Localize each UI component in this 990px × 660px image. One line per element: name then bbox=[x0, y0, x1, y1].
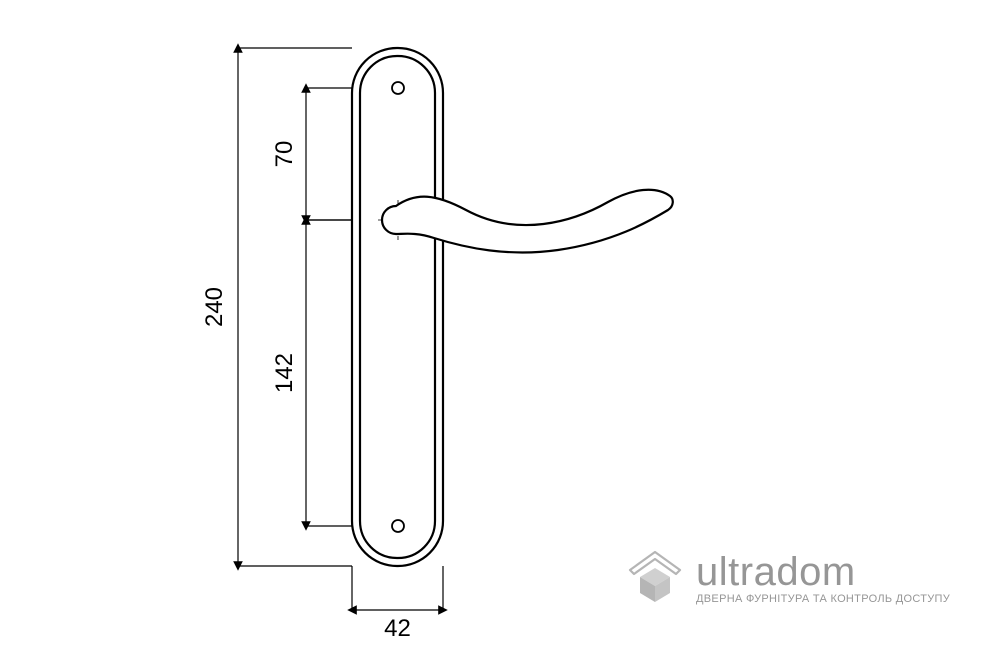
house-icon bbox=[626, 548, 684, 606]
dimension-label-142: 142 bbox=[271, 353, 298, 393]
dimension-label-70: 70 bbox=[271, 141, 298, 168]
dimension-label-42: 42 bbox=[384, 615, 411, 642]
lever-handle bbox=[382, 190, 673, 253]
dimension-total-height bbox=[238, 48, 352, 566]
screw-hole-bottom bbox=[392, 520, 404, 532]
backplate-inner bbox=[360, 56, 435, 558]
brand-tagline: ДВЕРНА ФУРНІТУРА ТА КОНТРОЛЬ ДОСТУПУ bbox=[696, 593, 950, 605]
dimension-lower bbox=[306, 220, 352, 526]
backplate-outline bbox=[352, 48, 443, 566]
dimension-upper bbox=[306, 88, 352, 220]
brand-name: ultradom bbox=[696, 550, 950, 595]
dimension-width bbox=[352, 566, 443, 610]
dimension-label-240: 240 bbox=[201, 287, 228, 327]
screw-hole-top bbox=[392, 82, 404, 94]
watermark-logo: ultradom ДВЕРНА ФУРНІТУРА ТА КОНТРОЛЬ ДО… bbox=[626, 548, 950, 606]
